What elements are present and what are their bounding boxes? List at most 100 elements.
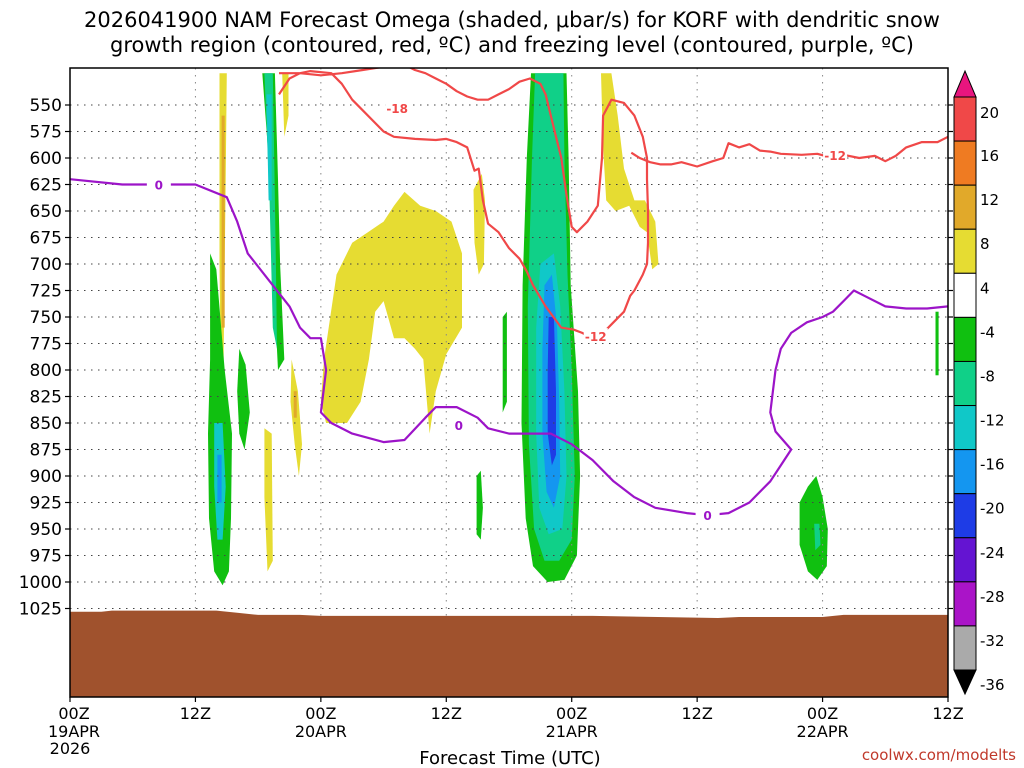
colorbar-label-2: 12 <box>980 191 999 209</box>
ytick-label-975: 975 <box>30 547 62 567</box>
dgz-contour-minus18 <box>278 68 650 340</box>
ytick-label-625: 625 <box>30 176 62 196</box>
colorbar-label-8: -16 <box>980 456 1005 474</box>
dgz-minus12-label-2: -12 <box>824 149 846 163</box>
xtick-label-1: 12Z <box>180 704 211 723</box>
colorbar-bin-6 <box>953 360 977 407</box>
colorbar-bin-7 <box>953 405 977 451</box>
colorbar-label-5: -4 <box>980 323 995 341</box>
omega-region-blue-hr13 <box>217 454 222 503</box>
xtick-date-4: 21APR <box>546 722 598 741</box>
omega-region-orange-hr21 <box>293 391 297 418</box>
colorbar-label-12: -32 <box>980 632 1005 650</box>
freezing-label-2: 0 <box>455 419 463 433</box>
omega-region-green-hr15 <box>237 348 250 450</box>
ytick-label-675: 675 <box>30 229 62 249</box>
colorbar-bin-12 <box>953 625 977 671</box>
freezing-label-3: 0 <box>703 509 711 523</box>
xtick-label-3: 12Z <box>431 704 462 723</box>
xtick-date-0: 19APR <box>48 722 100 741</box>
ytick-label-950: 950 <box>30 520 62 540</box>
dgz-minus12-label-1: -12 <box>585 330 607 344</box>
colorbar-label-7: -12 <box>980 412 1005 430</box>
ytick-label-1000: 1000 <box>19 573 62 593</box>
omega-region-yellow-hr51-52 <box>601 73 659 270</box>
xtick-date-6: 22APR <box>797 722 849 741</box>
colorbar-bin-2 <box>953 184 977 230</box>
ytick-label-875: 875 <box>30 441 62 461</box>
omega-region-teal-hr71 <box>814 523 821 551</box>
omega-region-green-hr41 <box>502 311 507 413</box>
ytick-label-850: 850 <box>30 414 62 434</box>
colorbar-bin-10 <box>953 537 977 583</box>
ytick-label-925: 925 <box>30 494 62 514</box>
ytick-label-750: 750 <box>30 308 62 328</box>
omega-region-yellow-hr39 <box>473 173 485 275</box>
ytick-label-700: 700 <box>30 255 62 275</box>
freezing-label-1-bg <box>146 176 171 192</box>
colorbar-bottom-triangle <box>953 669 977 696</box>
xtick-year-0: 2026 <box>50 739 91 758</box>
colorbar-label-3: 8 <box>980 235 990 253</box>
colorbar-label-1: 16 <box>980 147 999 165</box>
ytick-label-550: 550 <box>30 96 62 116</box>
xtick-label-4: 00Z <box>556 704 587 723</box>
xtick-label-5: 12Z <box>681 704 712 723</box>
chart-title-line-1: 2026041900 NAM Forecast Omega (shaded, μ… <box>84 8 940 32</box>
omega-region-green-hr82 <box>935 311 939 376</box>
colorbar-bin-9 <box>953 493 977 539</box>
plot-frame <box>69 67 949 698</box>
colorbar-label-11: -28 <box>980 588 1005 606</box>
ytick-label-575: 575 <box>30 123 62 143</box>
surface-terrain <box>70 610 948 697</box>
ytick-label-775: 775 <box>30 335 62 355</box>
colorbar: 20 16 12 8 4 -4 -8 -12 -16 -20 -24 -28 -32 -36 <box>953 69 1005 696</box>
xtick-label-2: 00Z <box>305 704 336 723</box>
colorbar-bin-4 <box>953 272 977 318</box>
ytick-label-800: 800 <box>30 361 62 381</box>
colorbar-bin-8 <box>953 449 977 495</box>
xtick-date-2: 20APR <box>295 722 347 741</box>
ytick-label-1025: 1025 <box>19 600 62 620</box>
freezing-level-contour <box>70 178 948 517</box>
dgz-minus12-label-1-bg <box>583 328 608 344</box>
axes: 550 575 600 625 650 675 700 725 750 775 800 825 850 8… <box>19 67 964 768</box>
colorbar-label-6: -8 <box>980 368 995 386</box>
omega-region-yellow-big-hr25-36 <box>320 191 462 434</box>
freezing-label-1: 0 <box>155 179 163 193</box>
dgz-minus18-label-bg <box>385 100 410 116</box>
colorbar-label-4: 4 <box>980 279 990 297</box>
omega-region-green-hr39 <box>476 470 483 540</box>
credit-text: coolwx.com/modelts <box>861 746 1016 764</box>
omega-region-darkblue-hr45-46 <box>547 317 556 466</box>
x-axis-label: Forecast Time (UTC) <box>419 748 600 768</box>
omega-region-green-hr71 <box>799 476 828 580</box>
colorbar-bin-3 <box>953 228 977 274</box>
omega-region-green-hr13 <box>208 253 232 586</box>
colorbar-label-10: -24 <box>980 544 1005 562</box>
xtick-label-7: 12Z <box>932 704 963 723</box>
ytick-label-600: 600 <box>30 149 62 169</box>
colorbar-bin-11 <box>953 581 977 627</box>
chart-title-line-2: growth region (contoured, red, ºC) and f… <box>110 33 914 57</box>
dgz-contour-minus12 <box>630 135 948 168</box>
colorbar-bin-0 <box>953 96 977 142</box>
omega-region-yellow-hr19 <box>264 428 273 572</box>
colorbar-top-triangle <box>953 69 977 98</box>
ytick-label-650: 650 <box>30 202 62 222</box>
freezing-label-2-bg <box>446 417 471 433</box>
omega-region-orange-core-hr13 <box>221 115 225 328</box>
colorbar-label-9: -20 <box>980 500 1005 518</box>
plot-layer: 0 0 0 -18 -12 -12 <box>70 68 948 697</box>
colorbar-label-0: 20 <box>980 104 999 122</box>
omega-region-cyan-hr18 <box>266 94 272 201</box>
xtick-label-0: 00Z <box>58 704 89 723</box>
colorbar-bin-5 <box>953 316 977 362</box>
freezing-label-3-bg <box>695 507 720 523</box>
colorbar-label-13: -36 <box>980 676 1005 694</box>
ytick-label-725: 725 <box>30 282 62 302</box>
ytick-label-900: 900 <box>30 467 62 487</box>
plot-area: 0 0 0 -18 -12 -12 <box>70 68 948 697</box>
ytick-label-825: 825 <box>30 388 62 408</box>
